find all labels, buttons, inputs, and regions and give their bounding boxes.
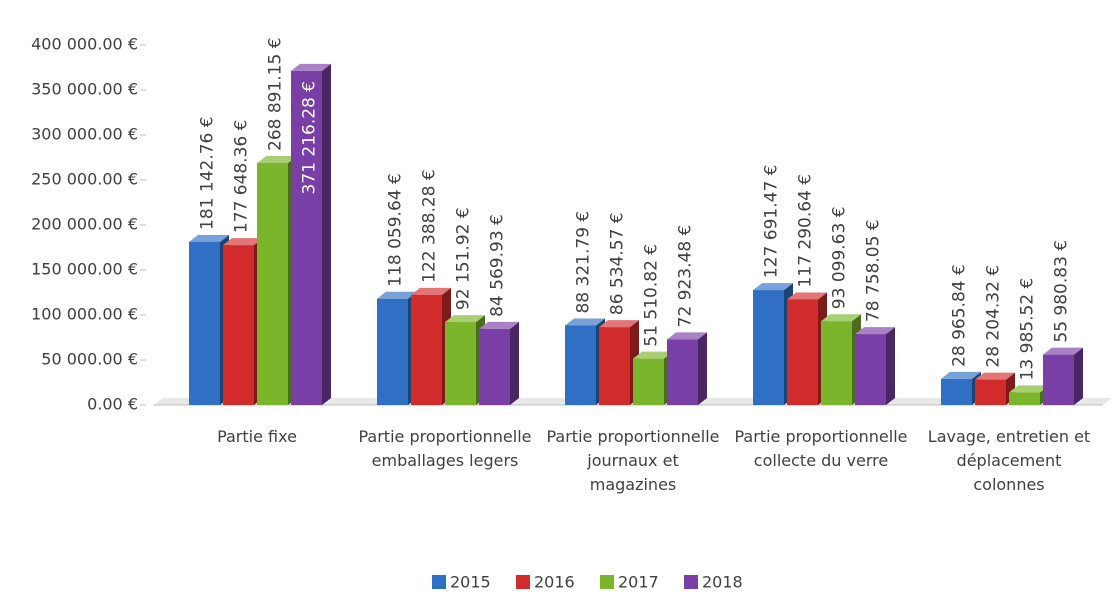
bar (377, 298, 408, 405)
bar (1009, 392, 1040, 405)
bar-top (411, 287, 451, 295)
bar-side (698, 332, 707, 405)
data-label: 93 099.63 € (830, 206, 850, 309)
bar-top (821, 314, 861, 322)
x-tick-label: Partie fixe (217, 427, 297, 446)
bar (599, 327, 630, 405)
bar-top (1043, 347, 1083, 355)
bar-top (565, 318, 605, 326)
data-label: 86 534.57 € (608, 212, 628, 315)
bar-top (189, 234, 229, 242)
bar-top (753, 283, 793, 291)
y-tick-label: 200 000.00 € (31, 215, 138, 234)
legend-label: 2015 (450, 573, 491, 592)
data-label: 177 648.36 € (232, 120, 252, 234)
legend-label: 2016 (534, 573, 575, 592)
bar-top (479, 321, 519, 329)
bar (565, 325, 596, 405)
x-tick-label: Lavage, entretien et déplacement colonne… (927, 427, 1091, 494)
bar-side (886, 327, 895, 405)
bar (667, 339, 698, 405)
data-label: 127 691.47 € (762, 165, 782, 279)
y-tick-label: 150 000.00 € (31, 260, 138, 279)
y-tick-label: 350 000.00 € (31, 80, 138, 99)
legend-swatch (516, 575, 530, 589)
legend-swatch (432, 575, 446, 589)
data-label: 84 569.93 € (488, 214, 508, 317)
data-label: 92 151.92 € (454, 207, 474, 310)
bar (257, 162, 288, 405)
bar (787, 299, 818, 405)
bar-top (667, 332, 707, 340)
bar-side (322, 63, 331, 406)
y-tick-label: 100 000.00 € (31, 305, 138, 324)
data-label: 371 216.28 € (300, 81, 320, 195)
bar-top (633, 351, 673, 359)
data-label: 55 980.83 € (1052, 240, 1072, 343)
data-label: 268 891.15 € (266, 37, 286, 151)
bar (633, 358, 664, 405)
bar (445, 322, 476, 405)
bar-side (1074, 347, 1083, 405)
bar-side (510, 321, 519, 405)
bar-top (787, 292, 827, 300)
bar (1043, 354, 1074, 405)
bar-top (291, 63, 331, 71)
data-label: 28 965.84 € (950, 264, 970, 367)
bar-top (257, 155, 297, 163)
y-tick-label: 50 000.00 € (41, 350, 138, 369)
x-tick-label: Partie proportionnelle journaux et magaz… (546, 427, 720, 494)
data-label: 28 204.32 € (984, 265, 1004, 368)
data-label: 78 758.05 € (864, 219, 884, 322)
legend-label: 2017 (618, 573, 659, 592)
data-label: 117 290.64 € (796, 174, 816, 288)
y-tick-label: 300 000.00 € (31, 125, 138, 144)
y-tick-label: 250 000.00 € (31, 170, 138, 189)
bar-top (223, 238, 263, 246)
data-label: 13 985.52 € (1018, 278, 1038, 381)
bar-top (599, 320, 639, 328)
x-tick-label: Partie proportionnelle emballages legers (358, 427, 532, 470)
data-label: 122 388.28 € (420, 169, 440, 283)
data-label: 118 059.64 € (386, 173, 406, 287)
bar (291, 70, 322, 406)
bar (753, 290, 784, 405)
legend-label: 2018 (702, 573, 743, 592)
x-tick-label: Partie proportionnelle collecte du verre (734, 427, 908, 470)
bar (411, 294, 442, 405)
bar-top (377, 291, 417, 299)
bar-top (941, 371, 981, 379)
bar (479, 328, 510, 405)
data-label: 88 321.79 € (574, 211, 594, 314)
data-label: 72 923.48 € (676, 225, 696, 328)
bar (975, 379, 1006, 405)
bar-top (855, 327, 895, 335)
legend-swatch (684, 575, 698, 589)
bar (855, 334, 886, 405)
bar-top (1009, 385, 1049, 393)
y-tick-label: 0.00 € (87, 395, 138, 414)
legend-swatch (600, 575, 614, 589)
bar (223, 245, 254, 405)
bar-top (975, 372, 1015, 380)
bar (821, 321, 852, 405)
bar (189, 241, 220, 405)
bar (941, 378, 972, 405)
y-tick-label: 400 000.00 € (31, 35, 138, 54)
data-label: 51 510.82 € (642, 244, 662, 347)
bar-top (445, 315, 485, 323)
data-label: 181 142.76 € (198, 116, 218, 230)
